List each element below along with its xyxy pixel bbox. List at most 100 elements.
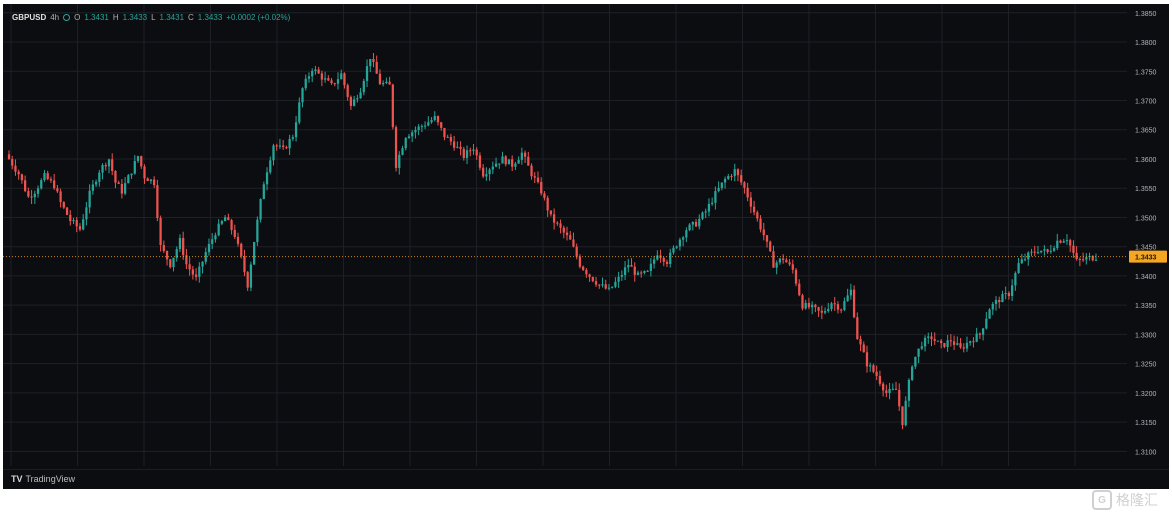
candle: [814, 303, 817, 313]
candle-body: [394, 127, 398, 168]
candle: [752, 200, 756, 216]
candle-body: [636, 272, 640, 275]
candle: [420, 124, 423, 133]
candle-body: [582, 266, 585, 270]
candle-body: [788, 262, 791, 265]
candle: [981, 327, 985, 341]
candle: [682, 235, 685, 247]
candle: [794, 268, 798, 287]
candle-body: [53, 180, 56, 189]
candle-body: [846, 295, 849, 302]
candle: [975, 327, 978, 343]
candle-body: [375, 61, 378, 74]
tradingview-logo[interactable]: TV TradingView: [11, 474, 75, 484]
candle: [356, 94, 359, 103]
last-price-badge: [1129, 250, 1167, 263]
candle-body: [1069, 240, 1072, 246]
candle-body: [1001, 294, 1004, 303]
y-tick-label: 1.3350: [1135, 303, 1157, 310]
candle: [72, 217, 75, 225]
price-chart[interactable]: 61114192414:00Jul491217222514:00Aug69Se: [3, 4, 1127, 470]
candle: [333, 82, 336, 87]
candle-body: [349, 96, 353, 106]
candle-body: [7, 154, 11, 160]
candle: [807, 297, 811, 310]
candle: [723, 176, 727, 189]
candle-body: [285, 147, 288, 149]
candle: [17, 169, 20, 180]
candle: [569, 231, 572, 240]
candle-body: [988, 309, 991, 319]
candle-body: [298, 102, 301, 123]
candle: [520, 147, 523, 165]
candle-body: [817, 307, 820, 311]
candle-body: [620, 275, 623, 277]
high-label: H: [112, 13, 119, 22]
candle: [446, 134, 449, 138]
candle-body: [707, 203, 711, 212]
candle: [869, 362, 872, 372]
symbol-label[interactable]: GBPUSD: [12, 13, 47, 22]
candle: [149, 178, 153, 184]
candle: [20, 173, 24, 184]
candle-body: [17, 171, 20, 175]
candle-body: [111, 159, 114, 171]
candle-body: [1078, 259, 1082, 261]
candle: [385, 77, 388, 85]
candle: [130, 173, 133, 179]
candle-body: [40, 180, 43, 189]
candle-body: [233, 229, 236, 237]
candle-body: [330, 80, 333, 84]
y-tick-label: 1.3150: [1135, 420, 1157, 427]
candle-body: [801, 295, 804, 309]
candle-body: [65, 207, 69, 215]
candle-body: [198, 266, 201, 277]
candle-body: [414, 130, 417, 133]
candle: [191, 265, 194, 280]
candle-body: [191, 269, 194, 275]
candle: [1043, 245, 1046, 256]
candle-body: [420, 126, 423, 128]
candle-body: [888, 388, 891, 394]
candle-body: [920, 346, 923, 349]
price-axis[interactable]: 1.3850 1.3800 1.3750 1.3700 1.3650 1.3600 1.35…: [1127, 4, 1169, 470]
candle-body: [262, 184, 265, 200]
candle: [449, 133, 453, 146]
candle-body: [772, 251, 775, 268]
candle-body: [872, 365, 875, 372]
candle: [198, 262, 201, 283]
candle: [894, 381, 898, 391]
candle: [211, 233, 214, 250]
candle: [749, 192, 752, 214]
candle: [40, 178, 43, 190]
tradingview-brand-label: TradingView: [25, 474, 76, 484]
candle: [772, 245, 775, 268]
candle-body: [265, 172, 269, 185]
candle-body: [785, 259, 788, 263]
interval-label[interactable]: 4h: [50, 13, 60, 22]
candle-body: [1023, 259, 1027, 261]
candle: [23, 175, 27, 193]
candle: [236, 232, 240, 247]
candle: [1017, 257, 1020, 274]
candle-body: [746, 187, 749, 198]
candle-body: [504, 156, 507, 165]
candle-body: [462, 148, 465, 158]
candle: [969, 340, 972, 346]
candle-body: [546, 197, 549, 211]
candle: [136, 155, 140, 164]
candle: [485, 167, 488, 181]
candle-body: [1007, 292, 1011, 296]
candle-body: [130, 173, 133, 176]
candle: [817, 306, 820, 317]
candle: [549, 210, 553, 217]
candle: [178, 234, 182, 253]
candle: [630, 258, 633, 267]
candle: [27, 187, 30, 198]
candle-body: [378, 73, 382, 85]
candle: [1040, 250, 1043, 254]
candle-body: [1020, 259, 1023, 264]
candle-body: [507, 159, 511, 165]
candle: [401, 145, 404, 156]
candle: [33, 190, 36, 204]
